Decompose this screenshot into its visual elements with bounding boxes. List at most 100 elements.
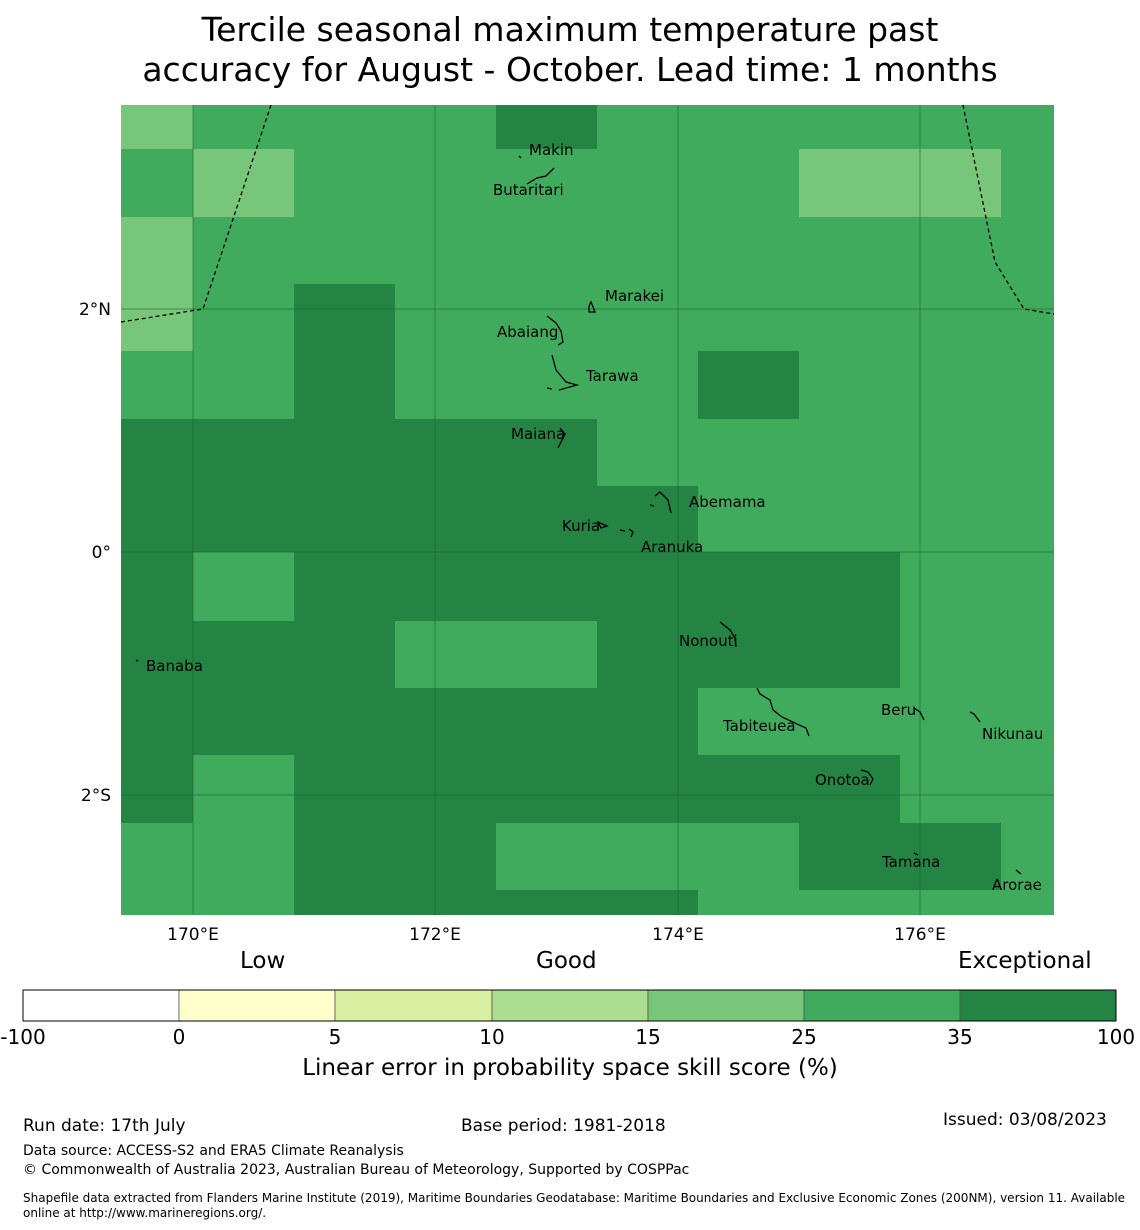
island-outlines xyxy=(135,155,1022,875)
island-label-beru: Beru xyxy=(881,701,916,719)
grid-cell xyxy=(799,755,900,823)
grid-cell xyxy=(193,284,294,351)
colorbar-heading-low: Low xyxy=(240,948,286,974)
grid-cell xyxy=(193,621,294,688)
copyright: © Commonwealth of Australia 2023, Austra… xyxy=(23,1162,690,1178)
colorbar-segment xyxy=(803,989,961,1022)
grid-cell xyxy=(799,688,900,755)
eez-boundary-east xyxy=(962,104,1055,315)
grid-cell xyxy=(121,890,193,915)
grid-cell xyxy=(121,149,193,217)
grid-cell xyxy=(395,755,496,823)
colorbar-segment xyxy=(178,989,336,1022)
grid-cell xyxy=(395,217,496,284)
grid-cell xyxy=(1001,823,1054,890)
island-aranuka-outline xyxy=(619,528,634,538)
grid-cell xyxy=(799,217,900,284)
island-tamana-outline xyxy=(913,852,919,856)
lon-tick-176e: 176°E xyxy=(894,925,946,945)
graticule xyxy=(121,105,1054,915)
grid-cell xyxy=(294,217,395,284)
grid-cell xyxy=(294,552,395,621)
grid-cell xyxy=(597,149,698,217)
island-banaba-outline xyxy=(135,659,139,662)
grid-cell xyxy=(193,351,294,419)
grid-cell xyxy=(496,149,597,217)
lat-tick-2s: 2°S xyxy=(81,786,111,806)
island-onotoa-outline xyxy=(860,769,874,786)
grid-cell xyxy=(395,621,496,688)
island-makin-outline xyxy=(518,155,522,159)
island-label-banaba: Banaba xyxy=(146,657,203,675)
grid-cell xyxy=(799,284,900,351)
grid-cell xyxy=(1001,149,1054,217)
grid-cell xyxy=(799,486,900,552)
grid-cell xyxy=(1001,486,1054,552)
island-label-tabiteuea: Tabiteuea xyxy=(722,717,796,735)
colorbar-tick-1: 0 xyxy=(173,1025,186,1049)
island-tabiteuea-outline xyxy=(756,687,810,737)
grid-cell xyxy=(121,486,193,552)
lon-tick-170e: 170°E xyxy=(167,925,219,945)
grid-cell xyxy=(496,552,597,621)
grid-cell xyxy=(395,105,496,149)
grid-cell xyxy=(294,284,395,351)
grid-cell xyxy=(698,621,799,688)
grid-cell xyxy=(294,486,395,552)
grid-cell xyxy=(698,284,799,351)
island-arorae-outline xyxy=(1015,869,1022,875)
island-label-abemama: Abemama xyxy=(689,493,766,511)
colorbar-tick-7: 100 xyxy=(1097,1025,1135,1049)
colorbar-segment xyxy=(22,989,180,1022)
grid-cell xyxy=(121,755,193,823)
grid-cell xyxy=(799,823,900,890)
grid-cell xyxy=(395,351,496,419)
run-date: Run date: 17th July xyxy=(23,1116,186,1136)
grid-cell xyxy=(900,149,1001,217)
grid-cell xyxy=(395,419,496,486)
colorbar-tick-5: 25 xyxy=(791,1025,816,1049)
grid-cell xyxy=(597,351,698,419)
title-line-1: Tercile seasonal maximum temperature pas… xyxy=(201,10,939,49)
grid-cell xyxy=(1001,284,1054,351)
grid-cell xyxy=(121,688,193,755)
grid-cell xyxy=(597,890,698,915)
grid-cell xyxy=(900,419,1001,486)
grid-cell xyxy=(193,486,294,552)
island-label-nikunau: Nikunau xyxy=(982,725,1043,743)
grid-cell xyxy=(597,552,698,621)
island-marakei-outline xyxy=(588,300,596,313)
island-label-tarawa: Tarawa xyxy=(585,367,639,385)
grid-cell xyxy=(193,755,294,823)
island-maiana-outline xyxy=(557,427,566,449)
grid-cell xyxy=(698,755,799,823)
grid-cell xyxy=(121,419,193,486)
lat-tick-2n: 2°N xyxy=(79,300,111,320)
island-label-tamana: Tamana xyxy=(881,853,940,871)
colorbar-tick-2: 5 xyxy=(329,1025,342,1049)
grid-cell xyxy=(900,823,1001,890)
grid-cell xyxy=(193,552,294,621)
shapefile-credit: Shapefile data extracted from Flanders M… xyxy=(23,1191,1126,1220)
grid-cell xyxy=(1001,105,1054,149)
grid-cell xyxy=(496,890,597,915)
grid-cell xyxy=(121,552,193,621)
grid-cell xyxy=(597,105,698,149)
grid-cell xyxy=(121,351,193,419)
colorbar-tick-4: 15 xyxy=(635,1025,660,1049)
island-nonouti-outline xyxy=(719,621,737,648)
grid-cell xyxy=(900,351,1001,419)
grid-cell xyxy=(395,823,496,890)
grid-cell xyxy=(900,621,1001,688)
grid-cell xyxy=(395,688,496,755)
grid-cell xyxy=(597,621,698,688)
grid-cell xyxy=(698,823,799,890)
grid-cell xyxy=(395,890,496,915)
grid-cell xyxy=(597,755,698,823)
grid-cell xyxy=(496,688,597,755)
grid-cell xyxy=(496,419,597,486)
grid-cell xyxy=(597,419,698,486)
lon-tick-174e: 174°E xyxy=(652,925,704,945)
island-abemama-outline xyxy=(649,491,672,514)
